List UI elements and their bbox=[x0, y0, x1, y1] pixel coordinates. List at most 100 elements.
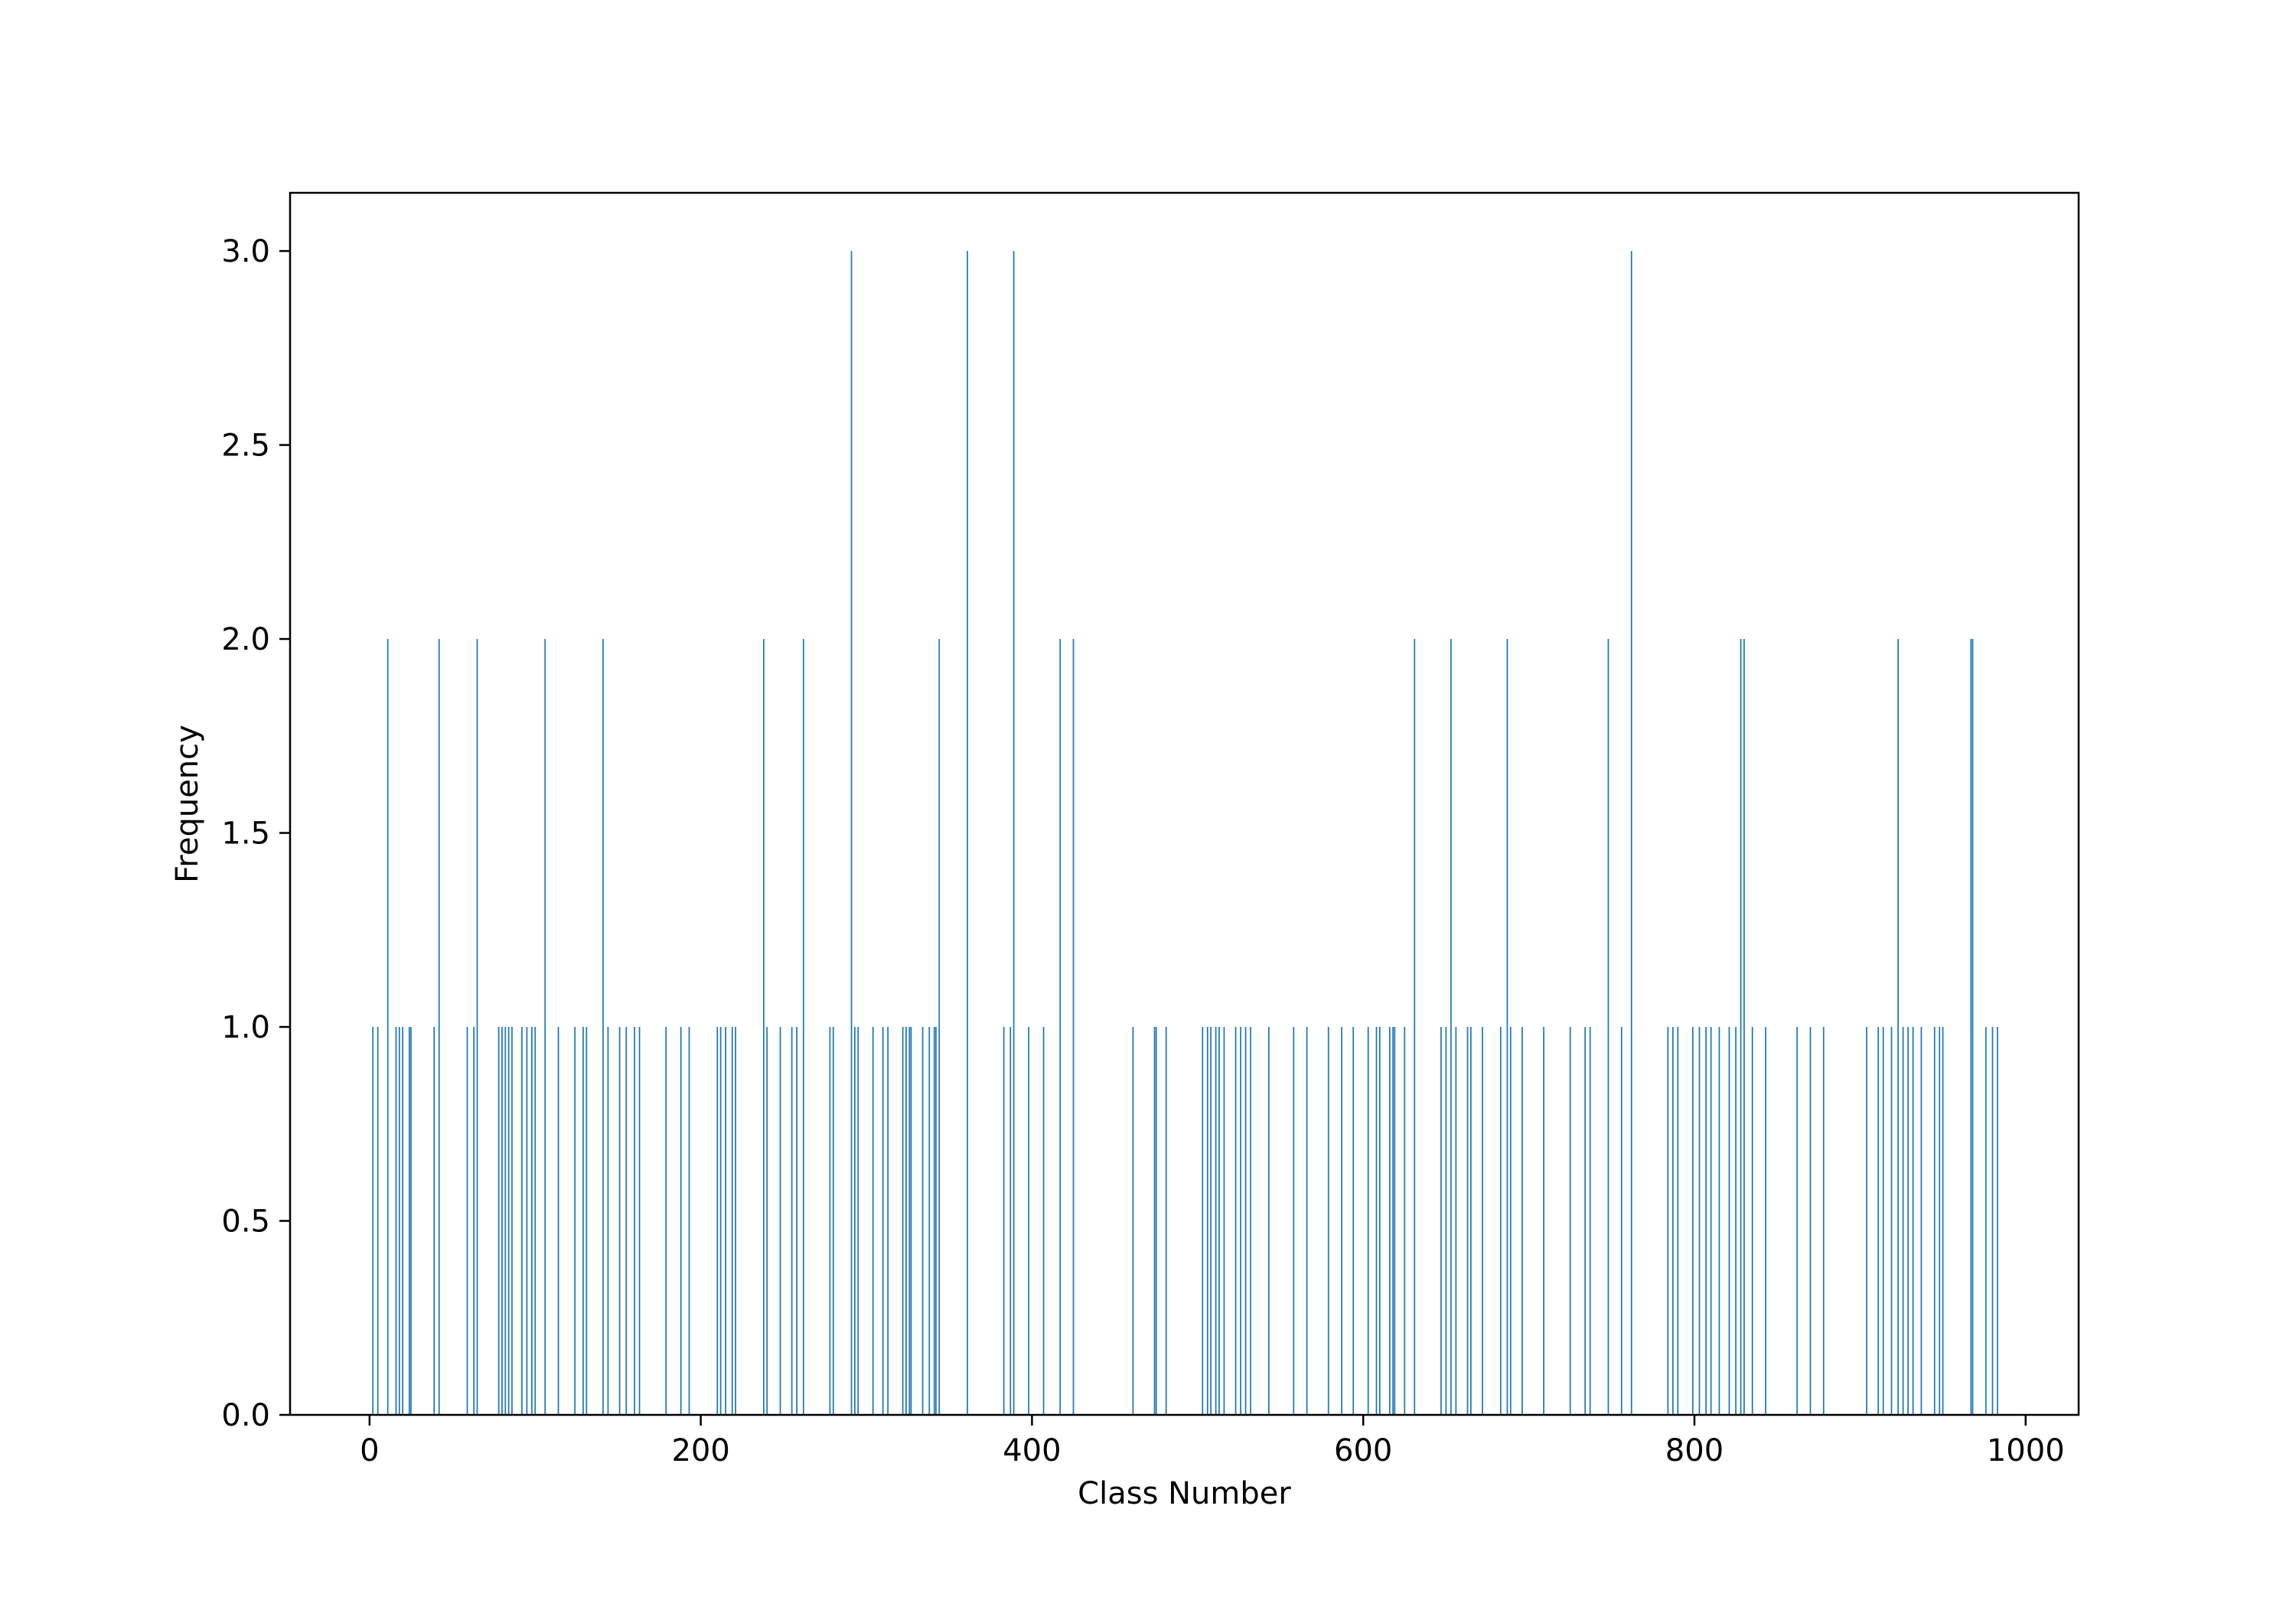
bar-class-919 bbox=[1890, 1027, 1893, 1415]
bar-class-558 bbox=[1293, 1027, 1295, 1415]
bar-class-825 bbox=[1735, 1027, 1737, 1415]
bar-class-84 bbox=[507, 1027, 510, 1415]
bar-class-799 bbox=[1691, 1027, 1694, 1415]
bar-class-843 bbox=[1765, 1027, 1766, 1415]
bar-class-280 bbox=[832, 1027, 834, 1415]
bar-class-291 bbox=[850, 251, 853, 1415]
bar-class-25 bbox=[410, 1027, 412, 1415]
y-tick-label: 2.5 bbox=[221, 429, 270, 464]
bar-class-210 bbox=[716, 1027, 719, 1415]
bar-class-124 bbox=[574, 1027, 576, 1415]
bar-class-219 bbox=[731, 1027, 733, 1415]
bar-class-417 bbox=[1059, 639, 1062, 1415]
bar-class-980 bbox=[1991, 1027, 1994, 1415]
bar-class-650 bbox=[1445, 1027, 1447, 1415]
y-tick-label: 2.0 bbox=[221, 622, 270, 657]
x-tick-label: 400 bbox=[1003, 1433, 1061, 1468]
bar-class-506 bbox=[1206, 1027, 1208, 1415]
bar-class-324 bbox=[905, 1027, 907, 1415]
bar-class-78 bbox=[497, 1027, 500, 1415]
bar-class-945 bbox=[1933, 1027, 1936, 1415]
bar-class-240 bbox=[766, 1027, 768, 1415]
bar-class-948 bbox=[1939, 1027, 1941, 1415]
bar-class-212 bbox=[719, 1027, 722, 1415]
bar-class-163 bbox=[638, 1027, 641, 1415]
bar-class-566 bbox=[1306, 1027, 1308, 1415]
bar-class-790 bbox=[1677, 1027, 1679, 1415]
bar-class-461 bbox=[1132, 1027, 1134, 1415]
bar-class-734 bbox=[1584, 1027, 1587, 1415]
bar-class-932 bbox=[1912, 1027, 1914, 1415]
plot-frame bbox=[289, 191, 2080, 1416]
bar-class-862 bbox=[1796, 1027, 1798, 1415]
bar-class-193 bbox=[688, 1027, 690, 1415]
bar-class-976 bbox=[1985, 1027, 1987, 1415]
y-axis-label: Frequency bbox=[170, 725, 205, 883]
bar-class-313 bbox=[887, 1027, 889, 1415]
bar-class-914 bbox=[1882, 1027, 1884, 1415]
bar-class-98 bbox=[531, 1027, 533, 1415]
x-tick-label: 200 bbox=[671, 1433, 729, 1468]
bar-class-389 bbox=[1013, 251, 1015, 1415]
bar-class-398 bbox=[1028, 1027, 1029, 1415]
bar-class-828 bbox=[1740, 639, 1742, 1415]
bar-class-144 bbox=[607, 1027, 609, 1415]
bar-class-80 bbox=[501, 1027, 503, 1415]
bar-class-653 bbox=[1450, 639, 1452, 1415]
x-tick-label: 0 bbox=[360, 1433, 379, 1468]
bars-layer bbox=[372, 251, 1998, 1415]
bar-class-511 bbox=[1215, 1027, 1217, 1415]
x-tick-label: 1000 bbox=[1987, 1433, 2065, 1468]
bar-class-610 bbox=[1378, 1027, 1381, 1415]
bar-class-179 bbox=[665, 1027, 667, 1415]
bar-class-39 bbox=[433, 1027, 435, 1415]
bar-class-20 bbox=[402, 1027, 404, 1415]
bar-class-278 bbox=[829, 1027, 831, 1415]
bar-class-361 bbox=[967, 251, 968, 1415]
bar-class-784 bbox=[1667, 1027, 1669, 1415]
bar-class-338 bbox=[928, 1027, 931, 1415]
bar-class-672 bbox=[1482, 1027, 1483, 1415]
bar-class-608 bbox=[1375, 1027, 1378, 1415]
bar-class-665 bbox=[1469, 1027, 1472, 1415]
bar-class-5 bbox=[377, 1027, 379, 1415]
bar-class-619 bbox=[1394, 1027, 1396, 1415]
bar-class-810 bbox=[1710, 1027, 1712, 1415]
bar-class-18 bbox=[398, 1027, 400, 1415]
bar-class-830 bbox=[1743, 639, 1745, 1415]
bar-class-262 bbox=[802, 639, 804, 1415]
bar-class-516 bbox=[1223, 1027, 1225, 1415]
bar-class-983 bbox=[1997, 1027, 1998, 1415]
bar-class-2 bbox=[372, 1027, 374, 1415]
bar-class-532 bbox=[1250, 1027, 1251, 1415]
y-tick-label: 0.0 bbox=[221, 1398, 270, 1433]
x-axis-label: Class Number bbox=[1078, 1476, 1291, 1511]
bar-class-100 bbox=[534, 1027, 536, 1415]
bar-class-647 bbox=[1440, 1027, 1442, 1415]
bar-class-696 bbox=[1521, 1027, 1523, 1415]
x-axis-ticks: 0 200 400 600 800 1000 bbox=[360, 1415, 2065, 1468]
bar-class-937 bbox=[1920, 1027, 1923, 1415]
bar-class-663 bbox=[1466, 1027, 1469, 1415]
bar-class-295 bbox=[857, 1027, 859, 1415]
bar-class-59 bbox=[466, 1027, 468, 1415]
bar-class-188 bbox=[680, 1027, 682, 1415]
bar-class-543 bbox=[1267, 1027, 1270, 1415]
bar-class-911 bbox=[1877, 1027, 1880, 1415]
bar-class-815 bbox=[1718, 1027, 1720, 1415]
bar-class-835 bbox=[1751, 1027, 1753, 1415]
bar-class-383 bbox=[1003, 1027, 1005, 1415]
bar-class-526 bbox=[1240, 1027, 1241, 1415]
bar-class-160 bbox=[634, 1027, 635, 1415]
bar-class-342 bbox=[935, 1027, 937, 1415]
bar-class-481 bbox=[1165, 1027, 1167, 1415]
bar-class-689 bbox=[1509, 1027, 1512, 1415]
y-tick-label: 0.5 bbox=[221, 1204, 270, 1240]
bar-class-508 bbox=[1210, 1027, 1212, 1415]
x-tick-label: 800 bbox=[1665, 1433, 1724, 1468]
bar-class-322 bbox=[902, 1027, 904, 1415]
bar-class-258 bbox=[796, 1027, 798, 1415]
bar-class-803 bbox=[1698, 1027, 1701, 1415]
bar-class-344 bbox=[938, 639, 941, 1415]
